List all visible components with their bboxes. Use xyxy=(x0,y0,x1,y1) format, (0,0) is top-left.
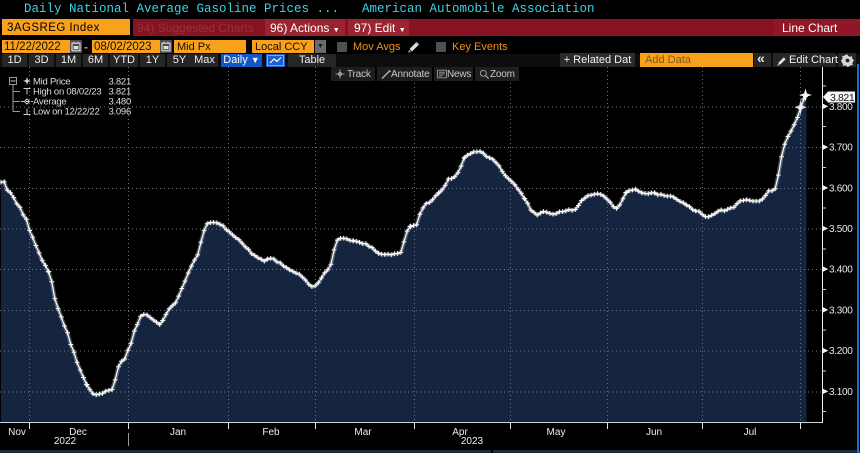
svg-text:3.096: 3.096 xyxy=(108,107,131,118)
svg-text:3.200: 3.200 xyxy=(829,346,853,357)
svg-text:Apr: Apr xyxy=(452,427,468,438)
svg-text:Mid Price: Mid Price xyxy=(33,77,70,88)
svg-text:Jan: Jan xyxy=(170,427,186,438)
svg-text:3.100: 3.100 xyxy=(829,387,853,398)
svg-text:May: May xyxy=(547,427,566,438)
svg-text:3.700: 3.700 xyxy=(829,143,853,154)
svg-text:3.500: 3.500 xyxy=(829,224,853,235)
svg-text:3.800: 3.800 xyxy=(829,102,853,113)
svg-text:3.480: 3.480 xyxy=(108,97,131,108)
svg-text:3.400: 3.400 xyxy=(829,265,853,276)
svg-text:Feb: Feb xyxy=(262,427,280,438)
svg-text:3.821: 3.821 xyxy=(108,77,131,88)
svg-text:Dec: Dec xyxy=(69,427,87,438)
svg-text:3.821: 3.821 xyxy=(108,87,131,98)
svg-text:3.300: 3.300 xyxy=(829,305,853,316)
svg-text:High on 08/02/23: High on 08/02/23 xyxy=(33,87,101,98)
svg-text:Mar: Mar xyxy=(354,427,372,438)
svg-text:2023: 2023 xyxy=(461,436,484,447)
svg-text:Nov: Nov xyxy=(8,427,26,438)
svg-text:3.600: 3.600 xyxy=(829,183,853,194)
svg-text:2022: 2022 xyxy=(54,436,77,447)
svg-text:Jul: Jul xyxy=(744,427,757,438)
svg-text:3.821: 3.821 xyxy=(830,92,855,104)
svg-text:Average: Average xyxy=(33,97,66,108)
svg-text:Low on 12/22/22: Low on 12/22/22 xyxy=(33,107,100,118)
svg-text:Jun: Jun xyxy=(646,427,662,438)
